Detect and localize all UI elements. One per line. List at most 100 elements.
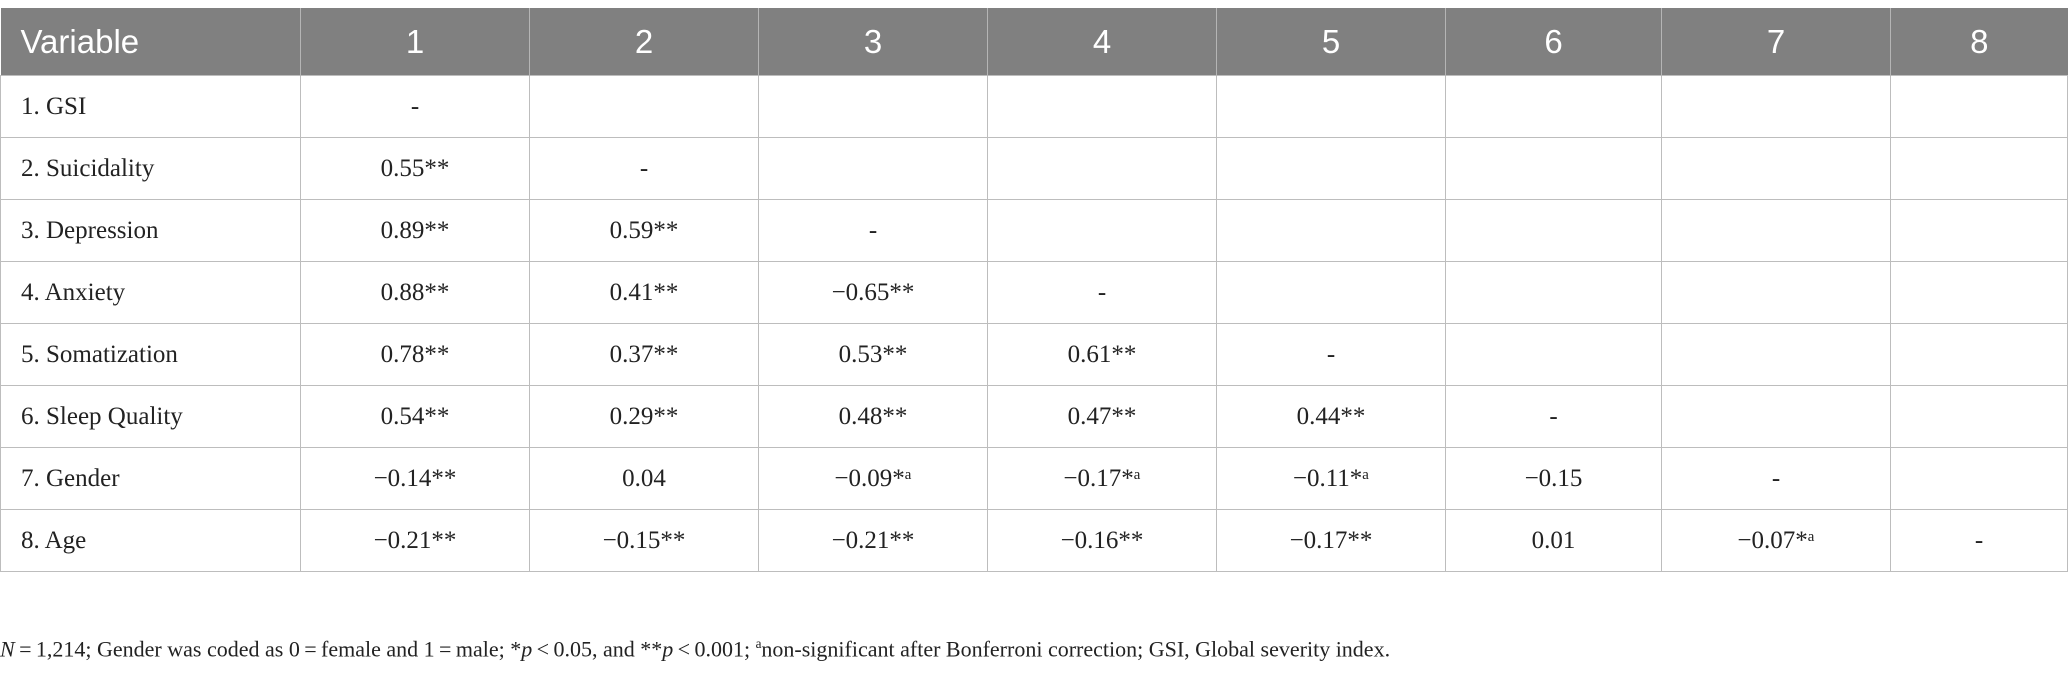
- header-cell: 2: [529, 8, 759, 76]
- table-cell: [1890, 323, 2068, 386]
- row-label: 6. Sleep Quality: [0, 385, 301, 448]
- row-label: 4. Anxiety: [0, 261, 301, 324]
- table-cell: [1890, 199, 2068, 262]
- table-cell: [1661, 323, 1891, 386]
- header-cell: 7: [1661, 8, 1891, 76]
- table-row: 2. Suicidality 0.55** -: [0, 137, 2068, 200]
- table-cell: [529, 75, 759, 138]
- table-cell: −0.65**: [758, 261, 988, 324]
- table-cell: -: [1661, 447, 1891, 510]
- table-cell: -: [300, 75, 530, 138]
- table-cell: [1890, 447, 2068, 510]
- table-row: 4. Anxiety 0.88** 0.41** −0.65** -: [0, 261, 2068, 324]
- table-cell: −0.11*ᵃ: [1216, 447, 1446, 510]
- table-cell: [1216, 261, 1446, 324]
- table-row: 5. Somatization 0.78** 0.37** 0.53** 0.6…: [0, 323, 2068, 386]
- header-cell-variable: Variable: [0, 8, 301, 76]
- footnote-text: non-significant after Bonferroni correct…: [761, 636, 1391, 662]
- table-cell: 0.29**: [529, 385, 759, 448]
- header-cell: 3: [758, 8, 988, 76]
- table-cell: −0.07*ᵃ: [1661, 509, 1891, 572]
- correlation-table-container: Variable 1 2 3 4 5 6 7 8 1. GSI -: [0, 8, 2068, 572]
- table-cell: −0.21**: [758, 509, 988, 572]
- table-cell: −0.17*ᵃ: [987, 447, 1217, 510]
- table-cell: [1216, 137, 1446, 200]
- table-cell: [987, 75, 1217, 138]
- footnote-p: p: [662, 636, 674, 662]
- footnote-text: < 0.001;: [673, 636, 756, 662]
- table-footnote: N = 1,214; Gender was coded as 0 = femal…: [0, 636, 2060, 662]
- table-cell: [1661, 199, 1891, 262]
- table-row: 6. Sleep Quality 0.54** 0.29** 0.48** 0.…: [0, 385, 2068, 448]
- table-cell: 0.01: [1445, 509, 1662, 572]
- table-cell: [1661, 137, 1891, 200]
- table-cell: 0.88**: [300, 261, 530, 324]
- table-cell: -: [529, 137, 759, 200]
- table-cell: [1445, 261, 1662, 324]
- table-cell: 0.41**: [529, 261, 759, 324]
- correlation-table: Variable 1 2 3 4 5 6 7 8 1. GSI -: [0, 8, 2068, 572]
- header-cell: 4: [987, 8, 1217, 76]
- table-cell: 0.04: [529, 447, 759, 510]
- table-cell: -: [1445, 385, 1662, 448]
- row-label: 2. Suicidality: [0, 137, 301, 200]
- row-label: 5. Somatization: [0, 323, 301, 386]
- table-cell: [1890, 75, 2068, 138]
- table-cell: 0.53**: [758, 323, 988, 386]
- table-cell: [1661, 385, 1891, 448]
- table-cell: [1216, 199, 1446, 262]
- table-cell: 0.47**: [987, 385, 1217, 448]
- table-cell: 0.37**: [529, 323, 759, 386]
- table-cell: [758, 75, 988, 138]
- table-cell: −0.15: [1445, 447, 1662, 510]
- table-cell: [987, 137, 1217, 200]
- table-cell: −0.14**: [300, 447, 530, 510]
- table-cell: 0.59**: [529, 199, 759, 262]
- row-label: 3. Depression: [0, 199, 301, 262]
- table-cell: -: [758, 199, 988, 262]
- table-row: 1. GSI -: [0, 75, 2068, 138]
- table-cell: [1890, 137, 2068, 200]
- table-cell: −0.21**: [300, 509, 530, 572]
- table-cell: 0.44**: [1216, 385, 1446, 448]
- footnote-superscript: a: [755, 636, 762, 651]
- header-row: Variable 1 2 3 4 5 6 7 8: [0, 8, 2068, 76]
- footnote-text: < 0.05, and **: [532, 636, 663, 662]
- table-row: 7. Gender −0.14** 0.04 −0.09*ᵃ −0.17*ᵃ −…: [0, 447, 2068, 510]
- table-cell: [987, 199, 1217, 262]
- row-label: 8. Age: [0, 509, 301, 572]
- table-cell: -: [1216, 323, 1446, 386]
- table-cell: [1890, 261, 2068, 324]
- table-cell: [1445, 199, 1662, 262]
- row-label: 1. GSI: [0, 75, 301, 138]
- footnote-p: p: [521, 636, 533, 662]
- table-cell: −0.09*ᵃ: [758, 447, 988, 510]
- table-cell: −0.17**: [1216, 509, 1446, 572]
- table-cell: [1890, 385, 2068, 448]
- table-cell: 0.55**: [300, 137, 530, 200]
- header-cell: 6: [1445, 8, 1662, 76]
- footnote-text: = 1,214; Gender was coded as 0 = female …: [14, 636, 522, 662]
- table-cell: 0.61**: [987, 323, 1217, 386]
- table-cell: [1661, 75, 1891, 138]
- header-cell: 1: [300, 8, 530, 76]
- table-cell: -: [987, 261, 1217, 324]
- table-cell: [1445, 137, 1662, 200]
- table-cell: [1445, 75, 1662, 138]
- header-cell: 8: [1890, 8, 2068, 76]
- table-cell: [1216, 75, 1446, 138]
- footnote-n: N: [0, 636, 15, 662]
- table-cell: [1445, 323, 1662, 386]
- row-label: 7. Gender: [0, 447, 301, 510]
- table-cell: [1661, 261, 1891, 324]
- table-cell: −0.16**: [987, 509, 1217, 572]
- table-cell: 0.54**: [300, 385, 530, 448]
- header-cell: 5: [1216, 8, 1446, 76]
- table-cell: 0.78**: [300, 323, 530, 386]
- table-cell: [758, 137, 988, 200]
- table-cell: 0.48**: [758, 385, 988, 448]
- table-cell: 0.89**: [300, 199, 530, 262]
- table-cell: −0.15**: [529, 509, 759, 572]
- table-cell: -: [1890, 509, 2068, 572]
- table-row: 3. Depression 0.89** 0.59** -: [0, 199, 2068, 262]
